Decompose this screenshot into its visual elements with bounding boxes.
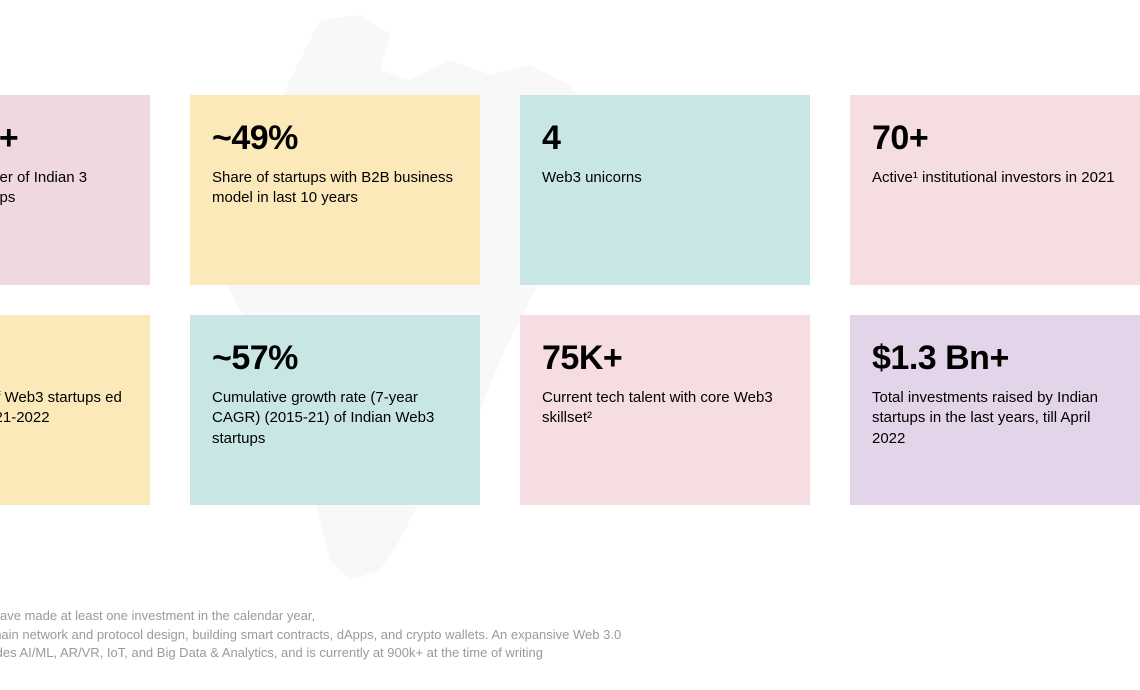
stat-value: $1.3 Bn+	[872, 339, 1118, 378]
stat-value: 0+	[0, 339, 128, 378]
stat-desc: Web3 unicorns	[542, 168, 788, 188]
stat-desc: Total investments raised by Indian start…	[872, 388, 1118, 449]
stat-value: 50+	[0, 119, 128, 158]
stat-card-2: 4 Web3 unicorns	[520, 95, 810, 285]
stat-card-1: ~49% Share of startups with B2B business…	[190, 95, 480, 285]
footnote-line: tors who have made at least one investme…	[0, 607, 1120, 625]
stats-grid: 50+ number of Indian 3 startups ~49% Sha…	[0, 0, 1140, 505]
stat-desc: ber of Web3 startups ed in 2021-2022	[0, 388, 128, 429]
stat-desc: Share of startups with B2B business mode…	[212, 168, 458, 209]
stat-card-4: 0+ ber of Web3 startups ed in 2021-2022	[0, 315, 150, 505]
stat-desc: Current tech talent with core Web3 skill…	[542, 388, 788, 429]
stat-desc: number of Indian 3 startups	[0, 168, 128, 209]
stat-value: 70+	[872, 119, 1118, 158]
stat-card-5: ~57% Cumulative growth rate (7-year CAGR…	[190, 315, 480, 505]
stat-card-7: $1.3 Bn+ Total investments raised by Ind…	[850, 315, 1140, 505]
footnote-line: ther, includes AI/ML, AR/VR, IoT, and Bi…	[0, 644, 1120, 662]
footnote-line: es blockchain network and protocol desig…	[0, 626, 1120, 644]
stat-card-6: 75K+ Current tech talent with core Web3 …	[520, 315, 810, 505]
stat-desc: Active¹ institutional investors in 2021	[872, 168, 1118, 188]
stat-value: 75K+	[542, 339, 788, 378]
stat-value: ~57%	[212, 339, 458, 378]
stat-value: ~49%	[212, 119, 458, 158]
footnotes: tors who have made at least one investme…	[0, 607, 1120, 662]
stat-desc: Cumulative growth rate (7-year CAGR) (20…	[212, 388, 458, 449]
stat-card-0: 50+ number of Indian 3 startups	[0, 95, 150, 285]
stat-value: 4	[542, 119, 788, 158]
stat-card-3: 70+ Active¹ institutional investors in 2…	[850, 95, 1140, 285]
